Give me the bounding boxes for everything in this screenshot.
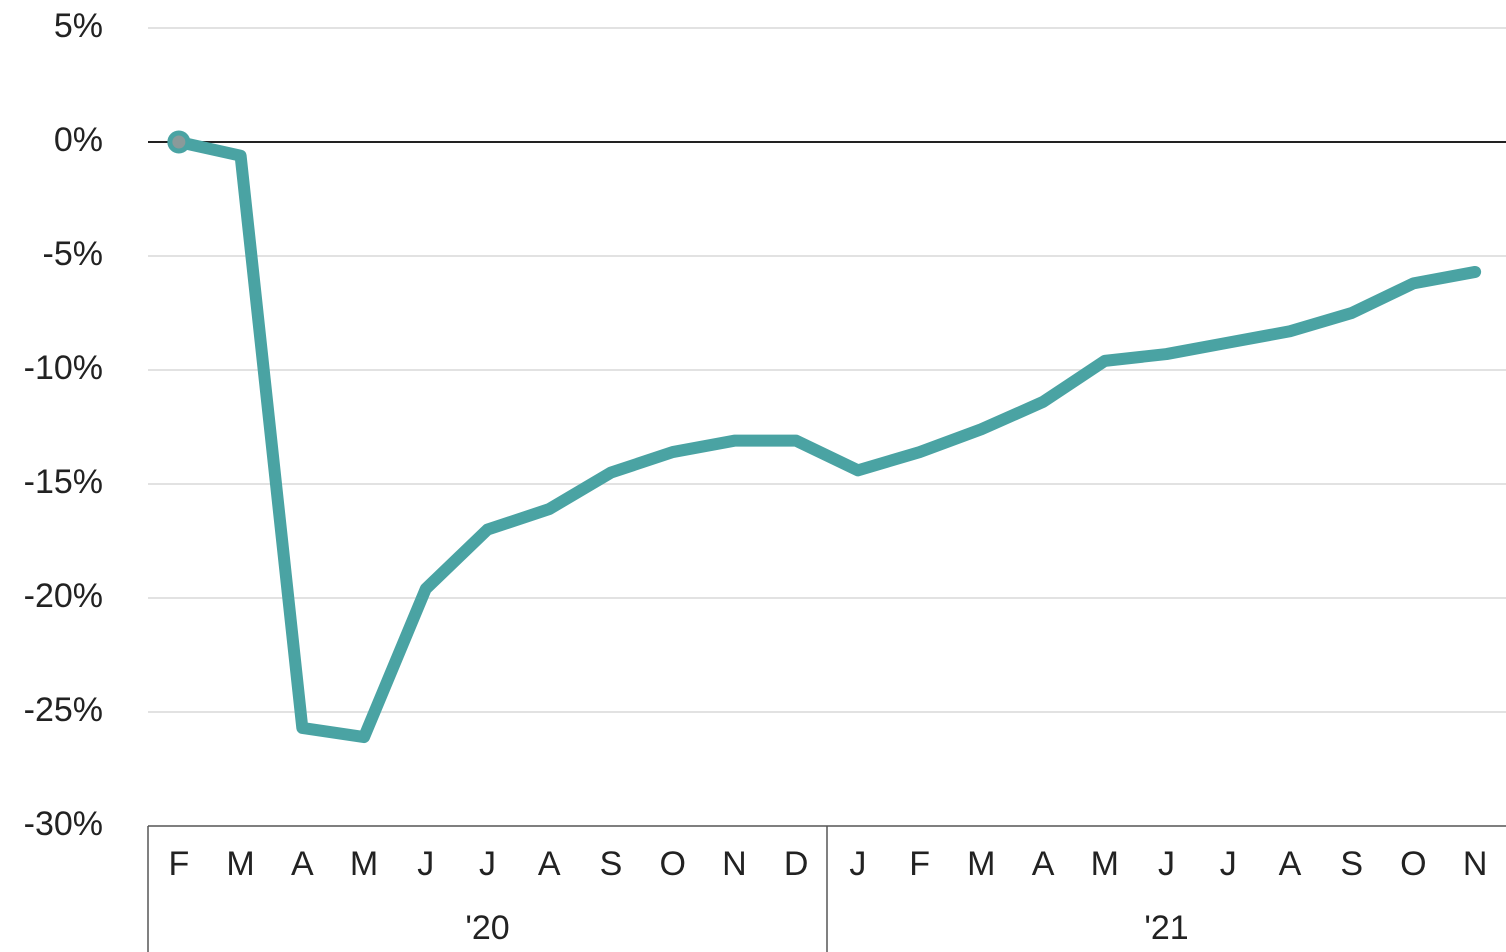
- group-label: '20: [465, 909, 509, 947]
- y-tick-label: -30%: [24, 805, 103, 843]
- x-tick-label: A: [1032, 845, 1055, 883]
- y-tick-label: 0%: [54, 121, 103, 159]
- x-tick-label: M: [226, 845, 254, 883]
- y-tick-label: 5%: [54, 7, 103, 45]
- x-tick-label: J: [479, 845, 496, 883]
- start-marker: [167, 130, 191, 154]
- x-tick-label: D: [784, 845, 809, 883]
- x-tick-label: A: [538, 845, 561, 883]
- x-tick-label: N: [1463, 845, 1488, 883]
- group-label: '21: [1144, 909, 1188, 947]
- x-tick-label: J: [1220, 845, 1237, 883]
- x-tick-label: J: [1158, 845, 1175, 883]
- x-tick-label: A: [1279, 845, 1302, 883]
- x-tick-label: F: [168, 845, 189, 883]
- line-series: [172, 136, 1482, 744]
- x-tick-label: M: [1091, 845, 1119, 883]
- x-tick-label: O: [659, 845, 685, 883]
- y-tick-label: -20%: [24, 577, 103, 615]
- y-tick-label: -10%: [24, 349, 103, 387]
- x-tick-label: J: [417, 845, 434, 883]
- x-tick-label: S: [1340, 845, 1363, 883]
- x-tick-label: F: [909, 845, 930, 883]
- y-tick-label: -5%: [43, 235, 103, 273]
- x-tick-label: M: [350, 845, 378, 883]
- x-tick-label: A: [291, 845, 314, 883]
- x-tick-label: M: [967, 845, 995, 883]
- x-tick-label: N: [722, 845, 747, 883]
- y-tick-label: -25%: [24, 691, 103, 729]
- x-tick-label: S: [600, 845, 623, 883]
- y-tick-label: -15%: [24, 463, 103, 501]
- x-tick-label: O: [1400, 845, 1426, 883]
- x-tick-label: J: [849, 845, 866, 883]
